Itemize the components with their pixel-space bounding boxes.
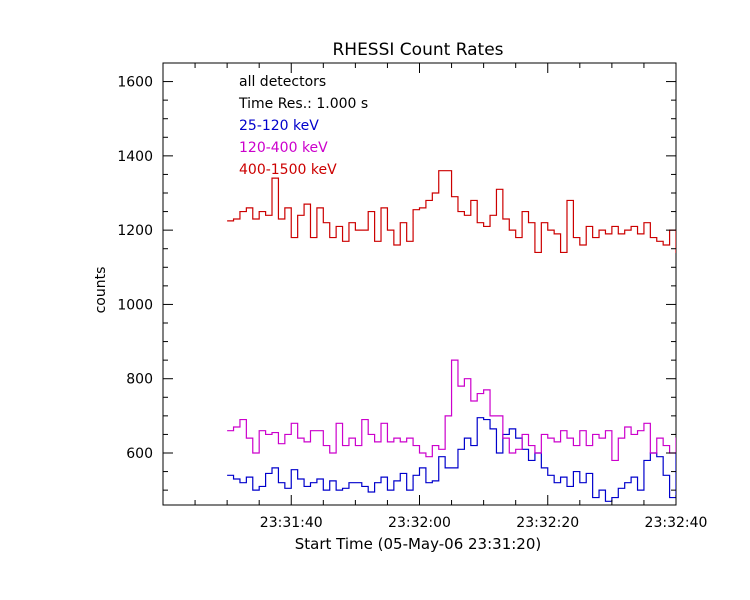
x-tick-label: 23:32:00 [388, 515, 451, 531]
x-tick-label: 23:32:20 [516, 515, 579, 531]
y-tick-label: 1200 [117, 223, 153, 239]
series-layer [227, 170, 676, 502]
legend-entry: 25-120 keV [239, 118, 319, 134]
legend-entry: 120-400 keV [239, 140, 328, 156]
series-line-25-120-kev [227, 417, 676, 502]
annotations-layer: all detectors Time Res.: 1.000 s 25-120 ke… [238, 74, 368, 178]
y-tick-label: 1600 [117, 75, 153, 91]
y-tick-label: 600 [126, 446, 153, 462]
annotation-text: all detectors [239, 74, 326, 90]
x-tick-label: 23:32:40 [645, 515, 708, 531]
chart-title: RHESSI Count Rates [332, 40, 503, 60]
legend-entry: 400-1500 keV [239, 162, 337, 178]
x-tick-label: 23:31:40 [260, 515, 323, 531]
y-tick-label: 1400 [117, 149, 153, 165]
y-tick-label: 1000 [117, 297, 153, 313]
x-axis-label: Start Time (05-May-06 23:31:20) [295, 535, 541, 553]
annotation-text: Time Res.: 1.000 s [238, 96, 368, 112]
series-line-120-400-kev [227, 359, 676, 462]
series-line-400-1500-kev [227, 170, 676, 254]
axes-layer: 600 800 1000 1200 1400 1600 23:31:40 23:32:00 23… [117, 62, 708, 531]
y-tick-label: 800 [126, 372, 153, 388]
y-axis-label: counts [93, 267, 109, 314]
